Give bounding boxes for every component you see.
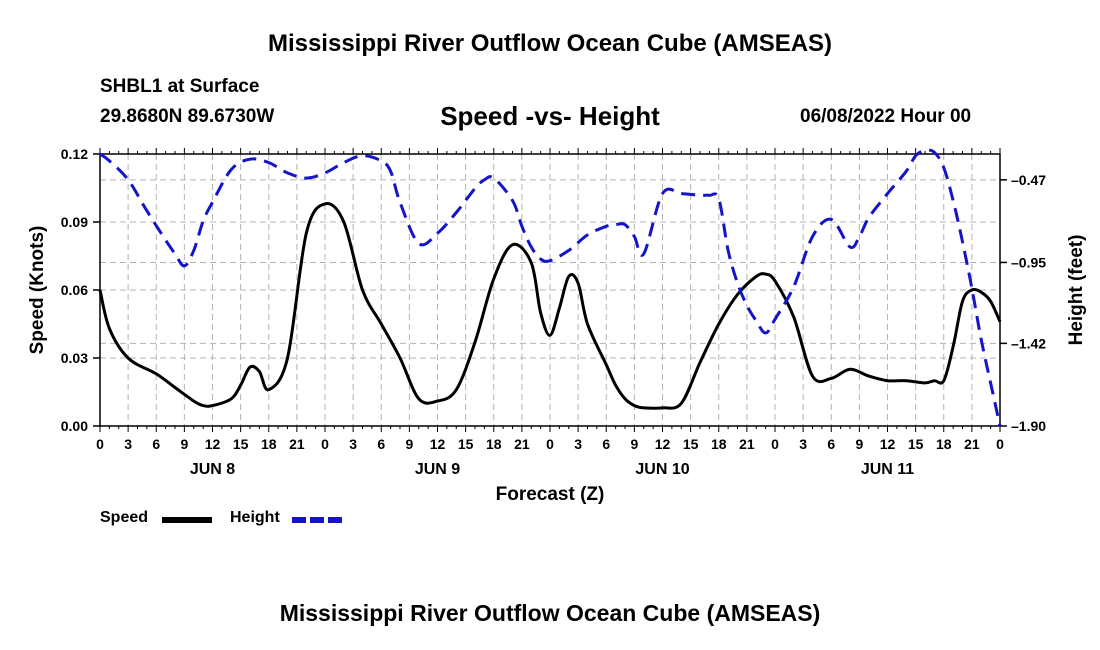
legend-height-swatch bbox=[292, 517, 342, 523]
x-tick-label: 0 bbox=[546, 436, 554, 452]
y-tick-label-left: 0.03 bbox=[61, 350, 88, 366]
y-tick-label-right: –1.90 bbox=[1011, 418, 1046, 434]
x-tick-label: 0 bbox=[996, 436, 1004, 452]
x-tick-label: 9 bbox=[630, 436, 638, 452]
y-tick-label-right: –1.42 bbox=[1011, 335, 1046, 351]
x-tick-label: 3 bbox=[574, 436, 582, 452]
x-tick-label: 6 bbox=[152, 436, 160, 452]
x-tick-label: 9 bbox=[855, 436, 863, 452]
x-tick-label: 12 bbox=[880, 436, 896, 452]
footer-title: Mississippi River Outflow Ocean Cube (AM… bbox=[279, 600, 821, 626]
y-tick-label-left: 0.12 bbox=[61, 146, 88, 162]
x-day-label: JUN 10 bbox=[635, 461, 689, 478]
x-tick-label: 18 bbox=[261, 436, 277, 452]
x-tick-label: 21 bbox=[289, 436, 305, 452]
x-tick-label: 21 bbox=[964, 436, 980, 452]
y-tick-label-left: 0.00 bbox=[61, 418, 88, 434]
x-tick-label: 18 bbox=[936, 436, 952, 452]
y-tick-label-right: –0.95 bbox=[1011, 254, 1046, 270]
x-tick-label: 15 bbox=[683, 436, 699, 452]
x-tick-label: 9 bbox=[180, 436, 188, 452]
y-tick-label-left: 0.06 bbox=[61, 282, 88, 298]
legend-speed-label: Speed bbox=[100, 509, 149, 526]
y-tick-label-left: 0.09 bbox=[61, 214, 88, 230]
x-tick-label: 0 bbox=[321, 436, 329, 452]
x-tick-label: 6 bbox=[602, 436, 610, 452]
x-tick-label: 3 bbox=[349, 436, 357, 452]
x-day-label: JUN 11 bbox=[861, 461, 914, 478]
x-axis-title: Forecast (Z) bbox=[496, 484, 605, 505]
x-tick-label: 15 bbox=[908, 436, 924, 452]
legend-height-label: Height bbox=[230, 509, 280, 526]
series-line-speed bbox=[98, 202, 1002, 410]
x-tick-label: 21 bbox=[514, 436, 530, 452]
x-day-label: JUN 8 bbox=[190, 461, 235, 478]
x-tick-label: 21 bbox=[739, 436, 755, 452]
x-tick-label: 6 bbox=[827, 436, 835, 452]
x-tick-label: 12 bbox=[205, 436, 221, 452]
x-tick-label: 3 bbox=[799, 436, 807, 452]
y-axis-title-right: Height (feet) bbox=[1066, 235, 1087, 346]
speed-height-chart: Speed -vs- Height 0.00 0.03 0.06 0.09 0.12 –0.… bbox=[27, 101, 1087, 505]
series-line-height bbox=[99, 148, 1002, 427]
x-tick-label: 0 bbox=[96, 436, 104, 452]
x-tick-label: 0 bbox=[771, 436, 779, 452]
date-label: 06/08/2022 Hour 00 bbox=[800, 106, 972, 127]
x-tick-label: 15 bbox=[458, 436, 474, 452]
x-tick-label: 6 bbox=[377, 436, 385, 452]
x-tick-label: 3 bbox=[124, 436, 132, 452]
x-tick-label: 15 bbox=[233, 436, 249, 452]
y-tick-label-right: –0.47 bbox=[1011, 172, 1046, 188]
x-day-label: JUN 9 bbox=[415, 461, 460, 478]
x-tick-label: 18 bbox=[711, 436, 727, 452]
x-tick-label: 12 bbox=[430, 436, 446, 452]
station-label: SHBL1 at Surface bbox=[100, 76, 260, 97]
chart-title: Mississippi River Outflow Ocean Cube (AM… bbox=[267, 30, 833, 57]
legend-speed-swatch bbox=[162, 517, 212, 523]
x-tick-label: 9 bbox=[405, 436, 413, 452]
coordinates-label: 29.8680N 89.6730W bbox=[100, 106, 275, 127]
y-axis-title-left: Speed (Knots) bbox=[27, 226, 48, 355]
plot-title: Speed -vs- Height bbox=[440, 101, 660, 131]
x-tick-label: 12 bbox=[655, 436, 671, 452]
x-tick-label: 18 bbox=[486, 436, 502, 452]
